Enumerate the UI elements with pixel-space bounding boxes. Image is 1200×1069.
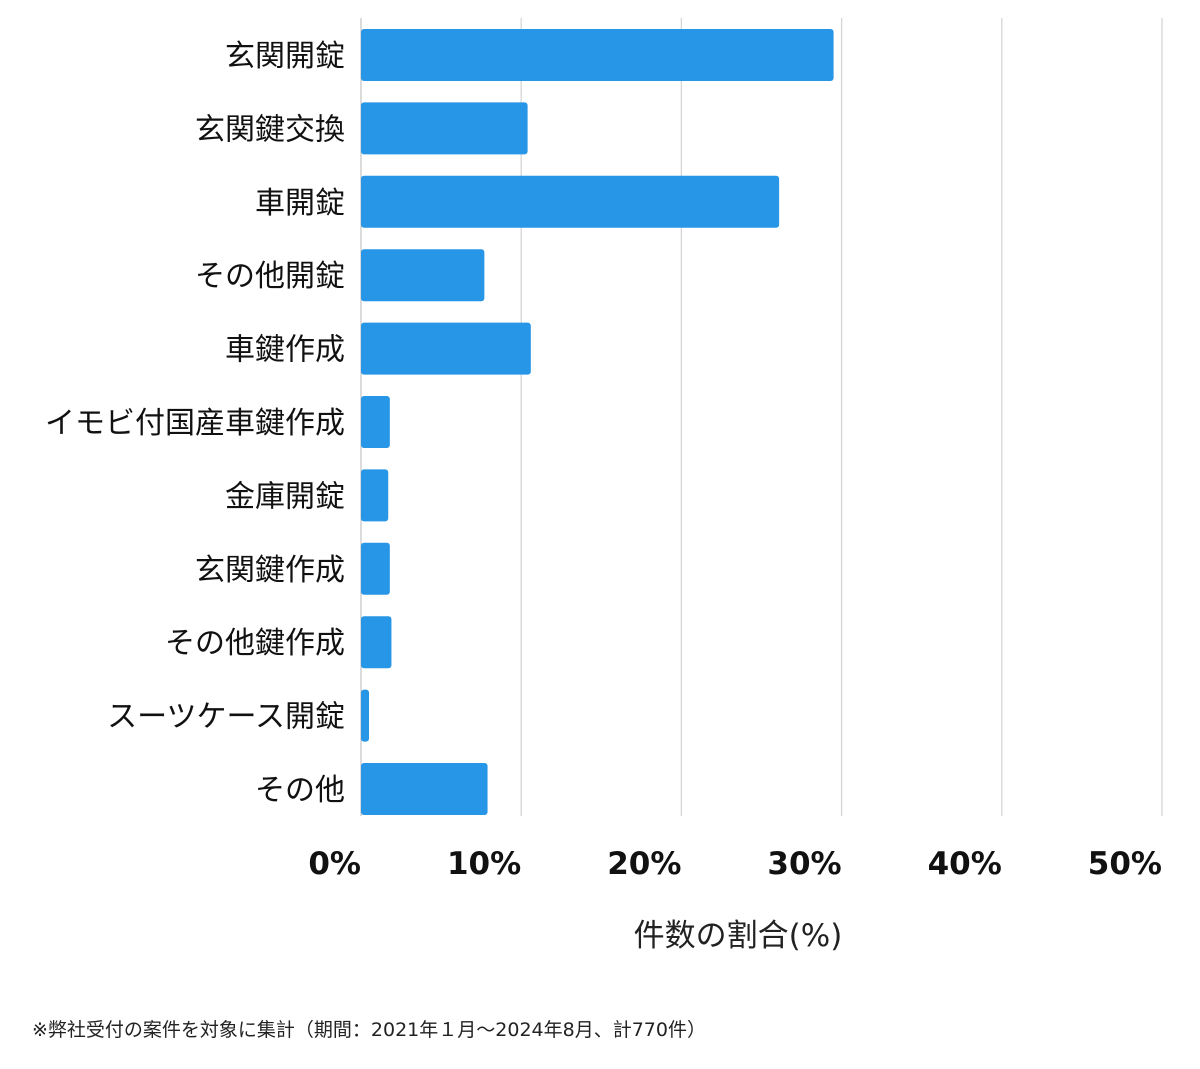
- x-tick-label: 40%: [928, 846, 1002, 882]
- category-label: スーツケース開錠: [107, 700, 345, 735]
- x-tick-label: 20%: [607, 846, 681, 882]
- bar: [361, 29, 834, 81]
- footnote: ※弊社受付の案件を対象に集計（期間：2021年１月～2024年8月、計770件）: [32, 1019, 706, 1041]
- bar: [361, 469, 389, 522]
- bars: [361, 29, 834, 815]
- bar: [361, 175, 780, 228]
- bar: [361, 322, 531, 375]
- category-label: 玄関開錠: [225, 39, 345, 74]
- category-label: 玄関鍵作成: [195, 553, 345, 588]
- x-tick-label: 0%: [308, 846, 361, 882]
- category-label: 車開錠: [255, 186, 345, 221]
- bar: [361, 102, 528, 155]
- category-label: その他: [255, 773, 345, 808]
- category-label: その他開錠: [195, 259, 345, 294]
- bar: [361, 249, 485, 302]
- bar: [361, 616, 392, 669]
- x-tick-labels: 0% 10% 20% 30% 40% 50%: [308, 846, 1162, 882]
- category-label: 玄関鍵交換: [195, 112, 345, 147]
- x-tick-label: 10%: [447, 846, 521, 882]
- x-tick-label: 30%: [767, 846, 841, 882]
- category-label: その他鍵作成: [165, 626, 345, 661]
- bar: [361, 763, 488, 815]
- x-tick-label: 50%: [1088, 846, 1162, 882]
- category-labels: 玄関開錠玄関鍵交換車開錠その他開錠車鍵作成イモビ付国産車鍵作成金庫開錠玄関鍵作成…: [45, 39, 345, 808]
- category-label: 車鍵作成: [225, 333, 345, 368]
- bar: [361, 689, 370, 742]
- bar: [361, 542, 390, 595]
- bar: [361, 396, 390, 448]
- category-label: 金庫開錠: [225, 479, 345, 514]
- x-axis-title: 件数の割合(%): [634, 918, 843, 954]
- category-label: イモビ付国産車鍵作成: [45, 406, 345, 441]
